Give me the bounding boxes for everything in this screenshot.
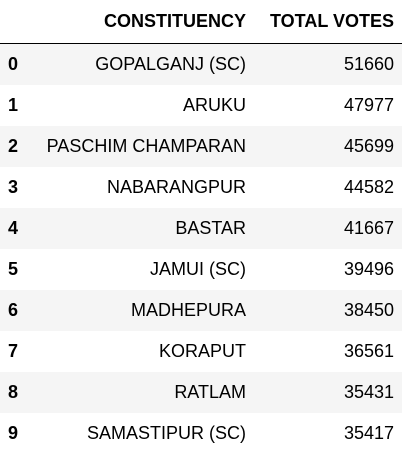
total-votes-cell: 41667	[343, 217, 394, 238]
row-index: 3	[8, 176, 19, 197]
constituency-cell: SAMASTIPUR (SC)	[86, 422, 246, 443]
total-votes-cell: 39496	[343, 258, 394, 279]
row-index: 8	[8, 381, 19, 402]
header-row: CONSTITUENCY TOTAL VOTES	[0, 0, 402, 44]
table-row: 9 SAMASTIPUR (SC) 35417	[0, 412, 402, 454]
constituency-cell: RATLAM	[174, 381, 246, 402]
row-index: 5	[8, 258, 19, 279]
results-table: CONSTITUENCY TOTAL VOTES 0 GOPALGANJ (SC…	[0, 0, 402, 454]
total-votes-cell: 45699	[343, 135, 394, 156]
row-index: 0	[8, 53, 19, 74]
table-row: 2 PASCHIM CHAMPARAN 45699	[0, 125, 402, 167]
constituency-cell: GOPALGANJ (SC)	[95, 53, 246, 74]
constituency-cell: JAMUI (SC)	[150, 258, 246, 279]
total-votes-cell: 35417	[343, 422, 394, 443]
table-row: 5 JAMUI (SC) 39496	[0, 248, 402, 290]
constituency-cell: BASTAR	[175, 217, 246, 238]
row-index: 4	[8, 217, 19, 238]
total-votes-cell: 35431	[343, 381, 394, 402]
row-index: 6	[8, 299, 19, 320]
table-header: CONSTITUENCY TOTAL VOTES	[0, 0, 402, 44]
column-header-constituency: CONSTITUENCY	[30, 0, 254, 44]
constituency-cell: KORAPUT	[158, 340, 246, 361]
table-row: 4 BASTAR 41667	[0, 207, 402, 249]
total-votes-cell: 51660	[343, 53, 394, 74]
total-votes-cell: 44582	[343, 176, 394, 197]
row-index: 1	[8, 94, 19, 115]
total-votes-cell: 47977	[343, 94, 394, 115]
constituency-cell: MADHEPURA	[130, 299, 246, 320]
table-row: 6 MADHEPURA 38450	[0, 289, 402, 331]
row-index: 2	[8, 135, 19, 156]
row-index: 9	[8, 422, 19, 443]
constituency-cell: PASCHIM CHAMPARAN	[46, 135, 246, 156]
index-column-header	[0, 0, 30, 44]
table-row: 7 KORAPUT 36561	[0, 330, 402, 372]
constituency-cell: NABARANGPUR	[106, 176, 246, 197]
total-votes-cell: 36561	[343, 340, 394, 361]
table-row: 0 GOPALGANJ (SC) 51660	[0, 43, 402, 85]
table-row: 3 NABARANGPUR 44582	[0, 166, 402, 208]
table-body: 0 GOPALGANJ (SC) 51660 1 ARUKU 47977 2 P…	[0, 43, 402, 454]
total-votes-cell: 38450	[343, 299, 394, 320]
constituency-cell: ARUKU	[182, 94, 246, 115]
table-row: 8 RATLAM 35431	[0, 371, 402, 413]
column-header-total-votes: TOTAL VOTES	[254, 0, 402, 44]
table-row: 1 ARUKU 47977	[0, 84, 402, 126]
row-index: 7	[8, 340, 19, 361]
